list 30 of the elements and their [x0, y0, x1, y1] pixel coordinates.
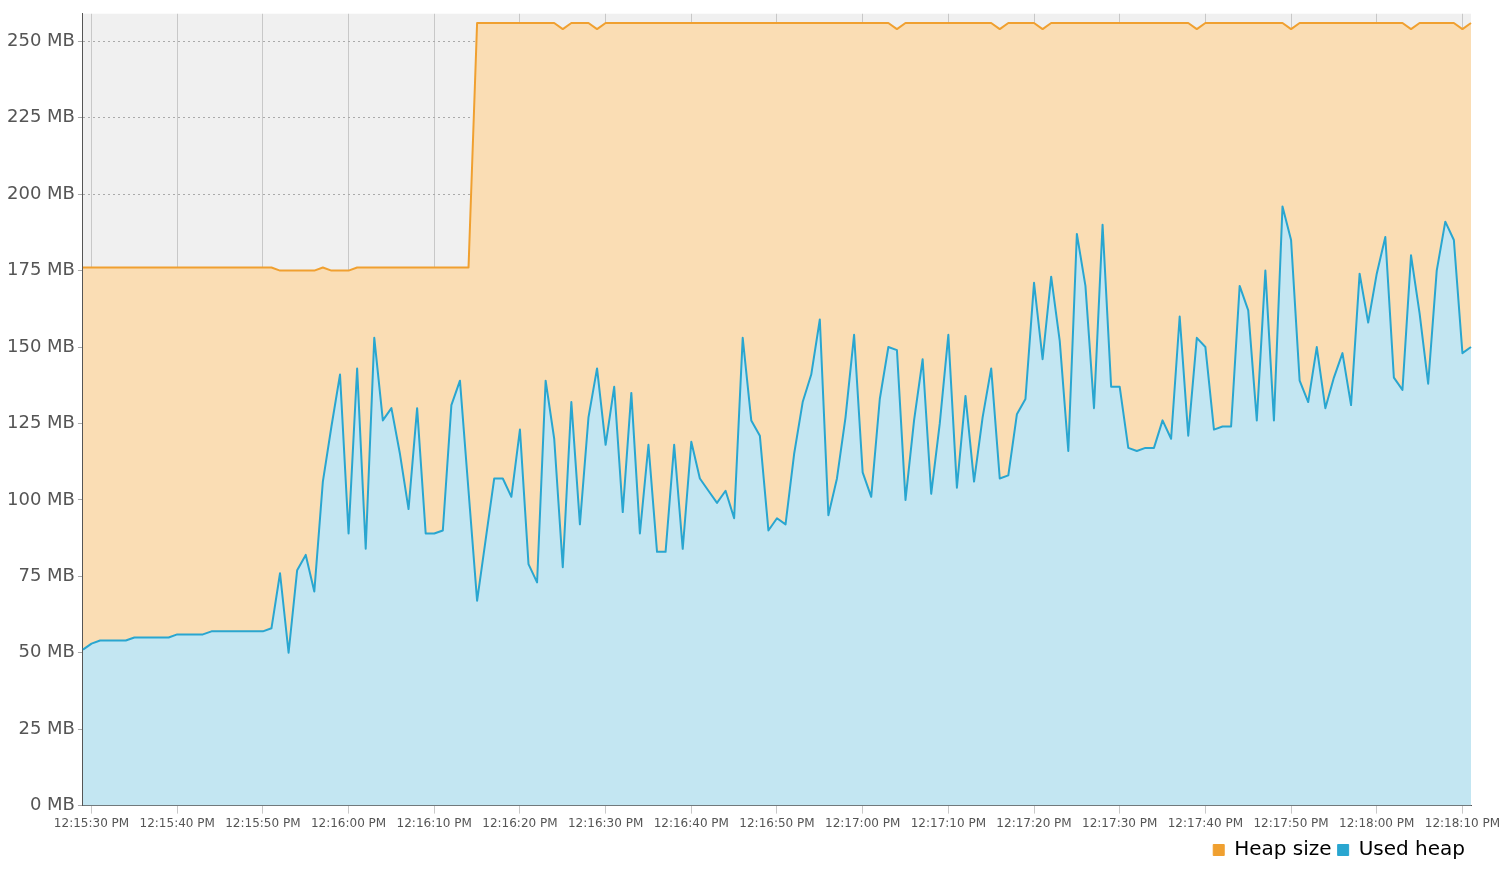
- x-tick-label: 12:16:10 PM: [396, 815, 472, 830]
- x-tick-label: 12:18:00 PM: [1339, 815, 1415, 830]
- legend-label: Heap size: [1234, 836, 1332, 861]
- y-tick-label: 150 MB: [6, 334, 75, 356]
- y-tick-label: 125 MB: [6, 411, 75, 433]
- x-tick-label: 12:17:30 PM: [1082, 815, 1158, 830]
- x-tick-label: 12:16:50 PM: [739, 815, 815, 830]
- x-tick-label: 12:16:30 PM: [567, 815, 644, 830]
- x-tick-label: 12:17:00 PM: [825, 815, 901, 830]
- y-tick-label: 50 MB: [18, 640, 75, 662]
- legend-label: Used heap: [1358, 836, 1466, 861]
- y-tick-label: 100 MB: [6, 487, 75, 509]
- y-tick-label: 75 MB: [18, 563, 75, 585]
- x-tick-label: 12:16:40 PM: [653, 815, 729, 830]
- x-tick-label: 12:17:50 PM: [1253, 815, 1329, 830]
- x-tick-label: 12:17:20 PM: [996, 815, 1072, 830]
- y-tick-label: 175 MB: [6, 258, 75, 280]
- x-tick-label: 12:15:50 PM: [225, 815, 301, 830]
- x-tick-label: 12:16:20 PM: [482, 815, 558, 830]
- y-tick-label: 25 MB: [18, 716, 75, 738]
- x-tick-label: 12:18:10 PM: [1424, 815, 1501, 830]
- x-tick-label: 12:16:00 PM: [310, 815, 387, 830]
- x-tick-label: 12:17:40 PM: [1167, 815, 1244, 830]
- y-tick-label: 250 MB: [6, 28, 75, 50]
- y-tick-label: 200 MB: [6, 181, 75, 203]
- y-tick-label: 0 MB: [29, 793, 75, 815]
- x-tick-label: 12:15:40 PM: [139, 815, 215, 830]
- x-tick-label: 12:17:10 PM: [910, 815, 986, 830]
- x-tick-label: 12:15:30 PM: [53, 815, 130, 830]
- y-tick-label: 225 MB: [6, 105, 75, 127]
